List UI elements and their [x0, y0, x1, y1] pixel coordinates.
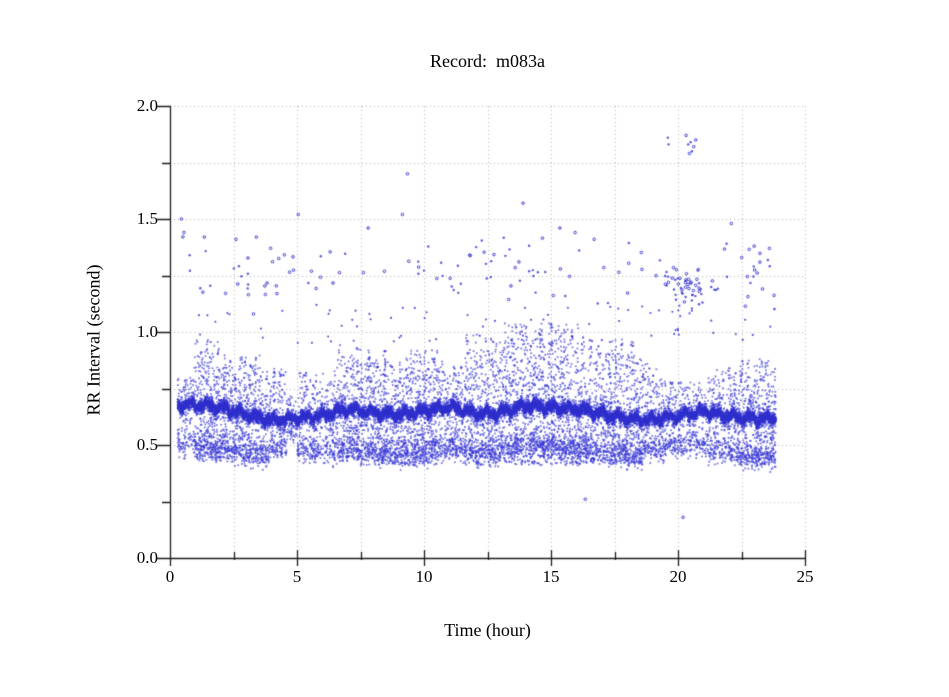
- x-tick-label: 15: [542, 567, 560, 586]
- x-tick-label: 5: [292, 567, 302, 586]
- x-tick-label: 0: [165, 567, 175, 586]
- x-tick-label: 25: [796, 567, 814, 586]
- y-tick-label: 2.0: [136, 96, 158, 115]
- y-tick-label: 0.5: [136, 435, 158, 454]
- x-tick-label: 10: [415, 567, 433, 586]
- x-tick-label: 20: [669, 567, 687, 586]
- y-tick-label: 1.0: [136, 322, 158, 341]
- y-tick-label: 0.0: [136, 548, 158, 567]
- y-tick-label: 1.5: [136, 209, 158, 228]
